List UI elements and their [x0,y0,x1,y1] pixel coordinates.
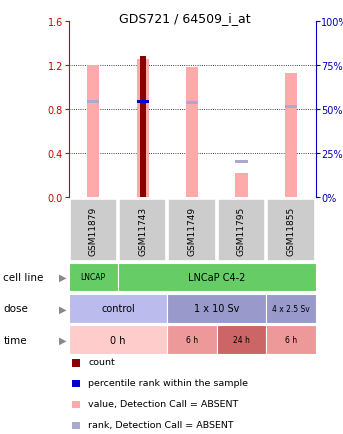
Text: percentile rank within the sample: percentile rank within the sample [88,378,248,387]
Bar [266,326,316,354]
Text: 0 h: 0 h [110,335,126,345]
Text: count: count [88,358,115,366]
Text: control: control [101,304,135,313]
Bar [70,200,117,261]
Text: LNCAP: LNCAP [81,273,106,282]
Bar [137,60,149,197]
Text: value, Detection Call = ABSENT: value, Detection Call = ABSENT [88,399,238,408]
Text: ▶: ▶ [59,335,67,345]
Bar [217,326,266,354]
Text: cell line: cell line [3,273,44,282]
Bar [137,101,149,103]
Bar [285,73,297,197]
Bar [118,263,316,292]
Text: GSM11743: GSM11743 [138,206,147,255]
Bar [235,173,248,197]
Bar [168,200,216,261]
Bar [285,106,297,109]
Text: GSM11749: GSM11749 [188,206,197,255]
Bar [87,101,99,103]
Text: dose: dose [3,304,28,313]
Bar [266,294,316,323]
Bar [218,200,265,261]
Bar [186,68,198,197]
Bar [119,200,166,261]
Bar [69,326,167,354]
Bar [235,161,248,164]
Bar [167,294,266,323]
Text: GSM11879: GSM11879 [89,206,98,255]
Bar [167,326,217,354]
Text: ▶: ▶ [59,304,67,313]
Text: GSM11795: GSM11795 [237,206,246,255]
Bar [69,263,118,292]
Bar [140,57,146,197]
Text: 24 h: 24 h [233,335,250,344]
Text: GSM11855: GSM11855 [286,206,295,255]
Text: 1 x 10 Sv: 1 x 10 Sv [194,304,239,313]
Text: LNCaP C4-2: LNCaP C4-2 [188,273,246,282]
Text: 4 x 2.5 Sv: 4 x 2.5 Sv [272,304,310,313]
Text: 6 h: 6 h [186,335,198,344]
Bar [69,294,167,323]
Text: 6 h: 6 h [285,335,297,344]
Text: ▶: ▶ [59,273,67,282]
Text: rank, Detection Call = ABSENT: rank, Detection Call = ABSENT [88,420,234,429]
Bar [267,200,315,261]
Text: time: time [3,335,27,345]
Bar [87,66,99,197]
Text: GDS721 / 64509_i_at: GDS721 / 64509_i_at [119,12,251,25]
Bar [186,102,198,104]
